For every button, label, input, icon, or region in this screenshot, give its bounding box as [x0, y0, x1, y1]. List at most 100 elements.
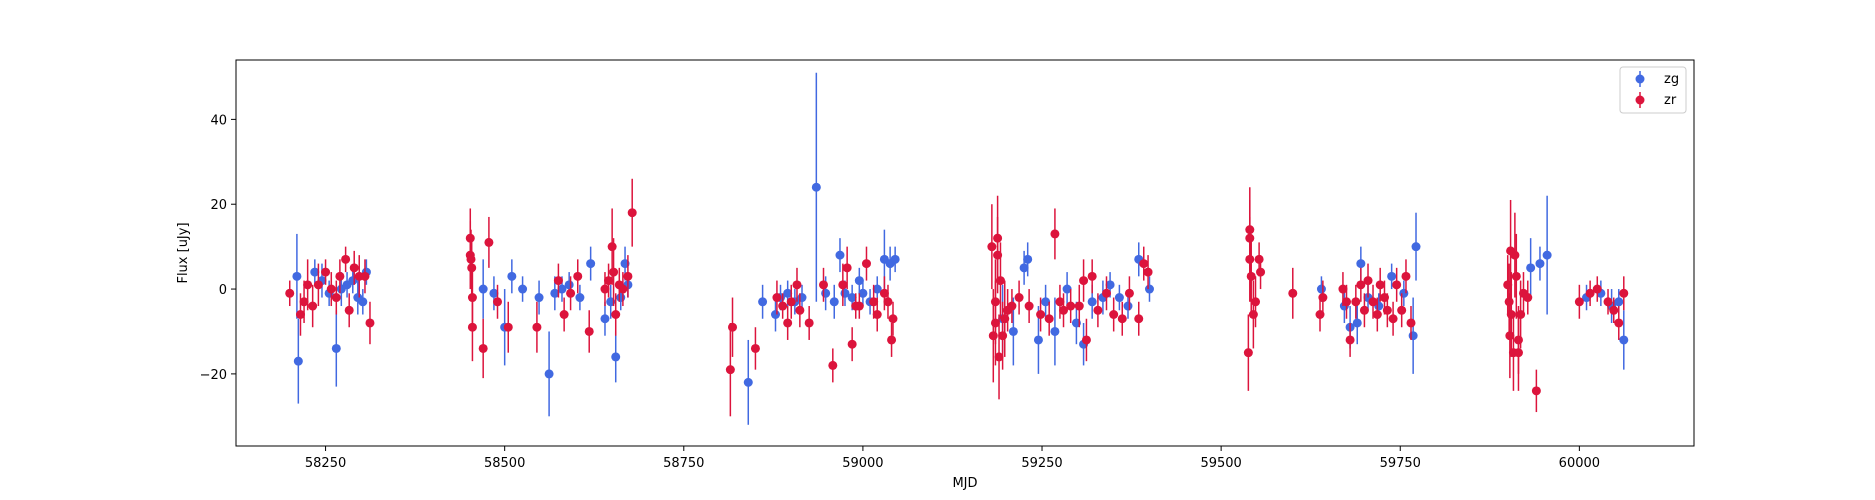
zr-point-82 [1055, 297, 1065, 307]
zr-point-101 [1246, 271, 1256, 281]
zr-point-92 [1117, 314, 1127, 324]
legend: zg zr [1619, 66, 1687, 114]
y-axis-label: Flux [uJy] [176, 222, 191, 283]
zg-point-53 [1023, 254, 1033, 264]
zr-point-85 [1074, 301, 1084, 311]
zr-point-90 [1102, 288, 1112, 298]
zr-point-65 [987, 242, 997, 252]
ticks-layer: 58250 58500 58750 59000 59250 59500 59750 60000… [200, 113, 1600, 471]
zg-point-57 [1062, 284, 1072, 294]
zr-point-55 [847, 339, 857, 349]
zr-point-14 [360, 271, 370, 281]
x-tick-label-5: 59500 [1200, 456, 1241, 471]
zr-point-142 [1592, 284, 1602, 294]
zr-point-25 [503, 322, 513, 332]
zr-point-47 [786, 297, 796, 307]
zr-point-124 [1401, 271, 1411, 281]
zr-point-138 [1523, 293, 1533, 303]
x-tick-label-1: 58500 [484, 456, 525, 471]
zg-point-76 [1408, 331, 1418, 341]
zg-point-79 [1535, 259, 1545, 269]
legend-marker-zr [1635, 95, 1645, 105]
zr-point-57 [854, 301, 864, 311]
zr-point-35 [609, 267, 619, 277]
zr-point-54 [842, 263, 852, 273]
zr-point-115 [1363, 276, 1373, 286]
zr-point-66 [988, 331, 998, 341]
x-tick-label-0: 58250 [305, 456, 346, 471]
zg-point-67 [1316, 284, 1326, 294]
zr-point-3 [303, 280, 313, 290]
x-tick-label-2: 58750 [663, 456, 704, 471]
zr-point-36 [611, 310, 621, 320]
zr-point-132 [1510, 250, 1520, 260]
zg-point-2 [310, 267, 320, 277]
zg-point-15 [507, 271, 517, 281]
zr-point-34 [607, 242, 617, 252]
zg-point-80 [1542, 250, 1552, 260]
zg-point-74 [1387, 271, 1397, 281]
zg-point-27 [616, 293, 626, 303]
zr-point-51 [818, 280, 828, 290]
zr-point-31 [584, 326, 594, 336]
zg-point-37 [811, 182, 821, 192]
x-axis-label: MJD [952, 476, 977, 491]
zr-point-140 [1574, 297, 1584, 307]
zg-point-16 [518, 284, 528, 294]
zg-point-62 [1105, 280, 1115, 290]
zg-point-51 [1008, 326, 1018, 336]
zr-point-91 [1109, 310, 1119, 320]
zr-point-120 [1382, 305, 1392, 315]
zr-point-87 [1081, 335, 1091, 345]
zr-point-135 [1513, 348, 1523, 358]
zr-point-28 [559, 310, 569, 320]
zr-point-68 [990, 297, 1000, 307]
zr-point-15 [365, 318, 375, 328]
zg-point-0 [292, 271, 302, 281]
zg-point-56 [1050, 326, 1060, 336]
zr-point-6 [321, 267, 331, 277]
zr-point-62 [883, 297, 893, 307]
zr-point-73 [998, 331, 1008, 341]
y-tick-label-1: 0 [219, 283, 227, 298]
zr-point-79 [1036, 310, 1046, 320]
zg-point-34 [783, 288, 793, 298]
zr-point-43 [750, 343, 760, 353]
x-tick-label-4: 59250 [1021, 456, 1062, 471]
zr-point-80 [1044, 314, 1054, 324]
zr-point-49 [795, 305, 805, 315]
zr-point-40 [627, 208, 637, 218]
zr-point-29 [566, 288, 576, 298]
zr-point-141 [1585, 288, 1595, 298]
zr-point-143 [1603, 297, 1613, 307]
zr-point-72 [995, 276, 1005, 286]
zg-point-32 [770, 310, 780, 320]
zg-point-60 [1087, 297, 1097, 307]
zg-point-38 [821, 288, 831, 298]
zr-point-86 [1079, 276, 1089, 286]
zr-point-144 [1609, 305, 1619, 315]
zr-point-22 [478, 343, 488, 353]
x-tick-label-3: 59000 [842, 456, 883, 471]
zr-point-2 [299, 297, 309, 307]
plot-area [235, 59, 1695, 447]
zr-point-8 [331, 293, 341, 303]
zr-point-33 [604, 276, 614, 286]
y-tick-label-2: 20 [210, 198, 227, 213]
zr-point-95 [1139, 259, 1149, 269]
zr-point-96 [1143, 267, 1153, 277]
zg-point-84 [1614, 297, 1624, 307]
zg-point-24 [600, 314, 610, 324]
zg-point-1 [293, 356, 303, 366]
zr-point-103 [1251, 297, 1261, 307]
zr-point-48 [792, 280, 802, 290]
zg-point-77 [1411, 242, 1421, 252]
zg-point-39 [829, 297, 839, 307]
x-tick-label-6: 59750 [1380, 456, 1421, 471]
zg-point-78 [1526, 263, 1536, 273]
zr-point-60 [872, 310, 882, 320]
zg-point-23 [586, 259, 596, 269]
zg-point-30 [743, 377, 753, 387]
zg-point-54 [1033, 335, 1043, 345]
zr-point-97 [1243, 348, 1253, 358]
